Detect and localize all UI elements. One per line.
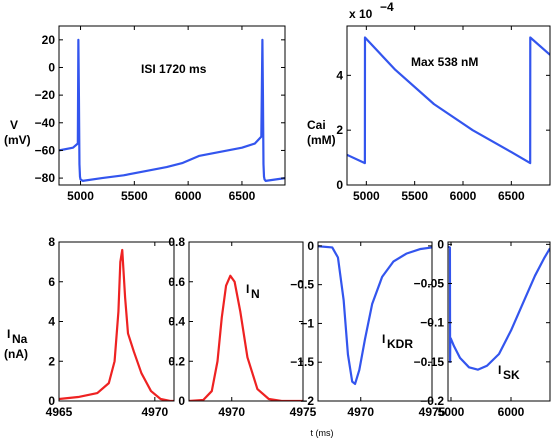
cai-xtick-label: 6500: [498, 189, 525, 203]
voltage-ytick-label: 0: [48, 60, 55, 74]
cai-axes-frame: [346, 25, 551, 186]
voltage-annotation: ISI 1720 ms: [141, 62, 207, 76]
isk-panel: 5000 6000 0 −0.05 −0.1 −0.15 −0.2 I SK: [414, 237, 551, 419]
in-axes-frame: [188, 241, 304, 402]
isk-ytick-label: −0.05: [414, 277, 445, 291]
in-ytick-label: 0.2: [168, 354, 185, 368]
voltage-xtick-label: 6000: [175, 189, 202, 203]
ikdr-axes-frame: [317, 241, 433, 402]
ina-xtick-label: 4965: [46, 405, 73, 419]
voltage-ylabel-unit: (mV): [4, 133, 31, 147]
voltage-xtick-label: 6500: [229, 189, 256, 203]
isk-ytick-label: 0: [437, 237, 444, 251]
cai-ytick-label: 4: [336, 68, 343, 82]
voltage-xtick-label: 5000: [67, 189, 94, 203]
cai-ylabel: Cai: [307, 118, 326, 132]
cai-scale-exponent: −4: [380, 0, 394, 14]
cai-ytick-label: 2: [336, 123, 343, 137]
cai-xtick-label: 5000: [353, 189, 380, 203]
cai-ylabel-unit: (mM): [307, 133, 336, 147]
ina-ylabel-sub: Na: [12, 332, 28, 346]
ina-ytick-label: 0: [48, 394, 55, 408]
voltage-axes-frame: [58, 25, 286, 186]
cai-xtick-label: 5500: [401, 189, 428, 203]
ikdr-xtick-label: 4970: [347, 405, 374, 419]
isk-xtick-label: 5000: [438, 405, 465, 419]
ikdr-ytick-label: 0: [307, 239, 314, 253]
in-ytick-label: 0: [178, 394, 185, 408]
voltage-ytick-label: −60: [35, 143, 56, 157]
ikdr-ytick-label: −1: [300, 316, 314, 330]
isk-axes-frame: [447, 241, 551, 402]
ikdr-ytick-label: −2: [300, 394, 314, 408]
ikdr-panel: 4970 4975 0 −0.5 −1 −1.5 −2 I KDR: [290, 239, 445, 419]
cai-panel: 5000 5500 6000 6500 4 2 0 Cai(mM) x 10 −4 Max 538 …: [307, 0, 551, 203]
voltage-xtick-label: 5500: [121, 189, 148, 203]
in-ytick-label: 0.6: [168, 275, 185, 289]
ikdr-annotation: I: [382, 332, 385, 346]
cai-ytick-label: 0: [336, 178, 343, 192]
ina-ytick-label: 4: [48, 315, 55, 329]
isk-ytick-label: −0.15: [414, 355, 445, 369]
voltage-ylabel: V: [10, 118, 18, 132]
in-ytick-label: 0.4: [168, 315, 185, 329]
in-trace: [189, 274, 303, 401]
isk-xtick-label: 6000: [498, 405, 525, 419]
isk-ytick-label: −0.2: [420, 394, 444, 408]
in-xtick-label: 4975: [290, 405, 317, 419]
ina-xtick-label: 4970: [141, 405, 168, 419]
ina-axes-frame: [58, 241, 175, 402]
voltage-ytick-label: −40: [35, 116, 56, 130]
in-xtick-label: 4970: [218, 405, 245, 419]
cai-xtick-label: 6000: [450, 189, 477, 203]
ikdr-trace: [318, 245, 432, 386]
voltage-ytick-label: −20: [35, 88, 56, 102]
x-axis-label: t (ms): [311, 428, 334, 438]
isk-annotation: I: [498, 363, 501, 377]
ina-ylabel-unit: (nA): [4, 347, 28, 361]
ina-ylabel: I: [7, 327, 10, 341]
isk-annotation-sub: SK: [503, 368, 520, 382]
ikdr-ytick-label: −0.5: [290, 278, 314, 292]
ikdr-xtick-label: 4975: [419, 405, 446, 419]
in-panel: 4970 4975 0.8 0.6 0.4 0.2 0 I N: [168, 235, 316, 419]
ikdr-annotation-sub: KDR: [387, 337, 413, 351]
ina-ytick-label: 8: [48, 235, 55, 249]
in-ytick-label: 0.8: [168, 235, 185, 249]
cai-scale-label: x 10: [349, 7, 373, 21]
voltage-trace: [59, 38, 285, 182]
cai-annotation: Max 538 nM: [411, 55, 478, 69]
in-annotation-sub: N: [251, 287, 260, 301]
ina-ytick-label: 2: [48, 354, 55, 368]
isk-trace: [448, 245, 550, 371]
ina-ytick-label: 6: [48, 275, 55, 289]
voltage-ytick-label: −80: [35, 171, 56, 185]
ikdr-ytick-label: −1.5: [290, 355, 314, 369]
voltage-ytick-label: 20: [42, 33, 56, 47]
cai-trace: [347, 36, 550, 165]
in-annotation: I: [246, 282, 249, 296]
ina-trace: [59, 248, 174, 401]
voltage-panel: 5000 5500 6000 6500 20 0 −20 −40 −60 −80 V(mV) ISI …: [4, 25, 286, 203]
isk-ytick-label: −0.1: [420, 316, 444, 330]
ina-panel: 4965 4970 8 6 4 2 0 I Na(nA): [4, 235, 175, 419]
